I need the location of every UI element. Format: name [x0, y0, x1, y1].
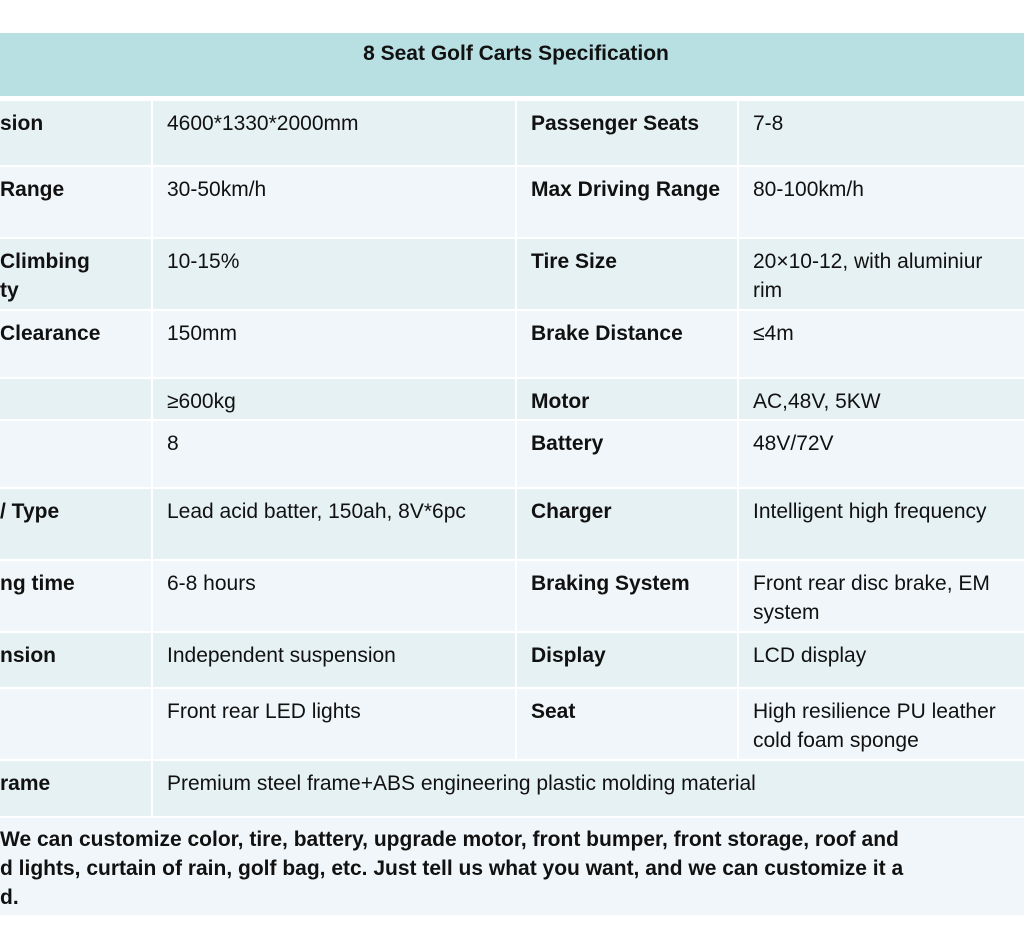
spec-label: Max Driving Range [517, 167, 737, 237]
spec-value: Intelligent high frequency [739, 489, 1024, 559]
spec-value: 8 [153, 421, 515, 487]
spec-label: Tire Size [517, 239, 737, 309]
spec-value: LCD display [739, 633, 1024, 687]
spec-label: Passenger Seats [517, 101, 737, 165]
spec-label [0, 689, 151, 759]
spec-label: ng time [0, 561, 151, 631]
spec-value: Premium steel frame+ABS engineering plas… [153, 761, 1024, 816]
spec-value: 20×10-12, with aluminiur rim [739, 239, 1024, 309]
spec-label [0, 379, 151, 419]
table-title-bar: 8 Seat Golf Carts Specification [0, 33, 1024, 96]
note-line: We can customize color, tire, battery, u… [0, 828, 899, 851]
note-line: d. [0, 886, 19, 909]
note-line: d lights, curtain of rain, golf bag, etc… [0, 857, 904, 880]
spec-label: sion [0, 101, 151, 165]
spec-label: nsion [0, 633, 151, 687]
spec-value: AC,48V, 5KW [739, 379, 1024, 419]
spec-value: 7-8 [739, 101, 1024, 165]
table-row-frame: rame Premium steel frame+ABS engineering… [0, 761, 1024, 816]
table-row: Clearance 150mm Brake Distance ≤4m [0, 311, 1024, 377]
table-title: 8 Seat Golf Carts Specification [363, 42, 669, 65]
spec-label: Battery [517, 421, 737, 487]
spec-label: Charger [517, 489, 737, 559]
spec-label: Seat [517, 689, 737, 759]
spec-label: Climbing ty [0, 239, 151, 309]
spec-value: 10-15% [153, 239, 515, 309]
spec-value: Lead acid batter, 150ah, 8V*6pc [153, 489, 515, 559]
spec-label: / Type [0, 489, 151, 559]
spec-value: High resilience PU leather cold foam spo… [739, 689, 1024, 759]
table-row: Range 30-50km/h Max Driving Range 80-100km/… [0, 167, 1024, 237]
spec-value: ≥600kg [153, 379, 515, 419]
spec-label: Clearance [0, 311, 151, 377]
spec-value: 80-100km/h [739, 167, 1024, 237]
spec-label [0, 421, 151, 487]
spec-value: Front rear LED lights [153, 689, 515, 759]
spec-label: Display [517, 633, 737, 687]
spec-value: 6-8 hours [153, 561, 515, 631]
spec-label: Braking System [517, 561, 737, 631]
spec-label: Range [0, 167, 151, 237]
table-row: Climbing ty 10-15% Tire Size 20×10-12, with… [0, 239, 1024, 309]
table-row: ng time 6-8 hours Braking System Front rear… [0, 561, 1024, 631]
spec-value: ≤4m [739, 311, 1024, 377]
spec-value: 48V/72V [739, 421, 1024, 487]
table-row: / Type Lead acid batter, 150ah, 8V*6pc Cha… [0, 489, 1024, 559]
spec-value: Independent suspension [153, 633, 515, 687]
table-row: sion 4600*1330*2000mm Passenger Seats 7-8 [0, 101, 1024, 165]
table-row: nsion Independent suspension Display LCD di… [0, 633, 1024, 687]
table-row: 8 Battery 48V/72V [0, 421, 1024, 487]
table-row: Front rear LED lights Seat High resilience… [0, 689, 1024, 759]
spec-label: Brake Distance [517, 311, 737, 377]
spec-value: 4600*1330*2000mm [153, 101, 515, 165]
spec-value: 150mm [153, 311, 515, 377]
spec-label: Motor [517, 379, 737, 419]
spec-value: 30-50km/h [153, 167, 515, 237]
spec-value: Front rear disc brake, EM system [739, 561, 1024, 631]
table-row: ≥600kg Motor AC,48V, 5KW [0, 379, 1024, 419]
customization-note: We can customize color, tire, battery, u… [0, 818, 1024, 915]
spec-label: rame [0, 761, 151, 816]
